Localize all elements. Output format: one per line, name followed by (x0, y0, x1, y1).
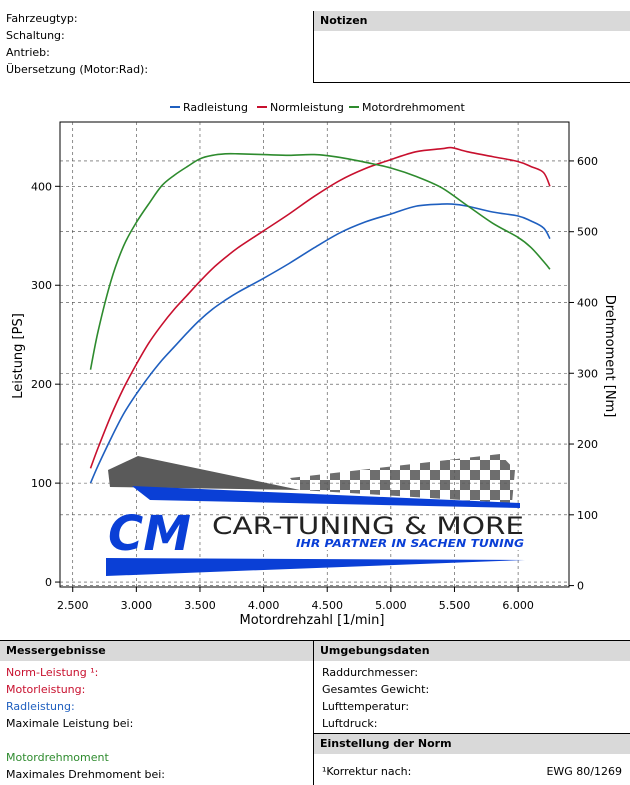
x-tick-label: 4.500 (311, 599, 343, 612)
results-header: Messergebnisse (0, 641, 313, 661)
field-fahrzeugtyp: Fahrzeugtyp: (6, 10, 306, 27)
y-left-tick-label: 0 (45, 576, 52, 589)
legend-label: Motordrehmoment (362, 101, 465, 114)
y-right-tick-label: 300 (577, 367, 598, 380)
air-pressure-label: Luftdruck: (322, 715, 622, 732)
x-axis-label: Motordrehzahl [1/min] (240, 613, 385, 628)
logo-subtitle: IHR PARTNER IN SACHEN TUNING (296, 537, 524, 550)
norm-header: Einstellung der Norm (314, 734, 630, 754)
x-tick-label: 3.500 (184, 599, 216, 612)
correction-label: ¹Korrektur nach: (322, 763, 411, 780)
x-tick-label: 4.000 (248, 599, 280, 612)
notes-header: Notizen (314, 11, 630, 31)
y-left-tick-label: 200 (31, 378, 52, 391)
y-right-tick-label: 600 (577, 155, 598, 168)
y-left-tick-label: 400 (31, 180, 52, 193)
correction-value: EWG 80/1269 (546, 763, 622, 780)
dyno-chart: Radleistung Normleistung Motordrehmoment C… (0, 95, 630, 635)
y-axis-right-label: Drehmoment [Nm] (602, 295, 617, 418)
y-right-tick-label: 200 (577, 438, 598, 451)
field-antrieb: Antrieb: (6, 44, 306, 61)
logo-title: CAR-TUNING & MORE (212, 512, 524, 540)
x-tick-label: 5.000 (375, 599, 407, 612)
y-right-tick-label: 0 (577, 580, 584, 593)
norm-power-label: Norm-Leistung ¹: (6, 664, 306, 681)
y-left-tick-label: 100 (31, 477, 52, 490)
max-torque-label: Maximales Drehmoment bei: (6, 766, 306, 783)
field-schaltung: Schaltung: (6, 27, 306, 44)
field-uebersetzung: Übersetzung (Motor:Rad): (6, 61, 306, 78)
environment-header: Umgebungsdaten (314, 641, 630, 661)
environment-list: Raddurchmesser: Gesamtes Gewicht: Luftte… (322, 664, 622, 732)
x-tick-label: 6.000 (502, 599, 534, 612)
legend-label: Radleistung (183, 101, 248, 114)
y-axis-left-label: Leistung [PS] (11, 313, 26, 399)
max-power-label: Maximale Leistung bei: (6, 715, 306, 732)
divider (313, 640, 314, 785)
logo-initials: CM (108, 506, 191, 562)
wheel-power-label: Radleistung: (6, 698, 306, 715)
wheel-diameter-label: Raddurchmesser: (322, 664, 622, 681)
x-tick-label: 2.500 (57, 599, 89, 612)
air-temperature-label: Lufttemperatur: (322, 698, 622, 715)
vehicle-info: Fahrzeugtyp: Schaltung: Antrieb: Überset… (6, 10, 306, 78)
x-tick-label: 3.000 (121, 599, 153, 612)
torque-label: Motordrehmoment (6, 749, 306, 766)
engine-power-label: Motorleistung: (6, 681, 306, 698)
results-list: Norm-Leistung ¹: Motorleistung: Radleist… (6, 664, 306, 783)
total-weight-label: Gesamtes Gewicht: (322, 681, 622, 698)
legend-label: Normleistung (270, 101, 344, 114)
y-left-tick-label: 300 (31, 279, 52, 292)
y-right-tick-label: 500 (577, 226, 598, 239)
divider (313, 82, 630, 83)
x-tick-label: 5.500 (439, 599, 471, 612)
y-right-tick-label: 400 (577, 296, 598, 309)
y-right-tick-label: 100 (577, 509, 598, 522)
